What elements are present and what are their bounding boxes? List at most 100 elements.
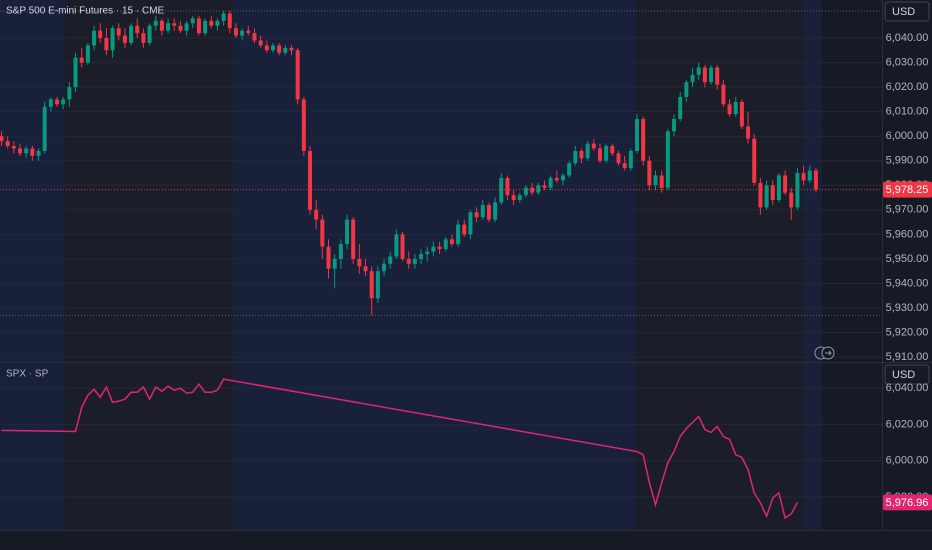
candle-body xyxy=(184,23,189,31)
candle-body xyxy=(122,35,127,43)
candle-body xyxy=(382,263,387,272)
candle-body xyxy=(678,96,683,120)
candle-body xyxy=(129,25,134,43)
candle-body xyxy=(499,177,504,203)
candle-body xyxy=(480,204,485,218)
candle-body xyxy=(505,177,510,196)
candle-body xyxy=(406,258,411,264)
y-tick-label: 5,930.00 xyxy=(886,302,929,314)
candle-body xyxy=(542,185,547,188)
candle-body xyxy=(369,271,374,299)
y-tick-label: 5,960.00 xyxy=(886,228,929,240)
candle-body xyxy=(628,150,633,169)
candle-body xyxy=(665,131,670,188)
pane-title: SPX · SP xyxy=(6,369,49,380)
candle-body xyxy=(567,163,572,176)
candle-body xyxy=(215,20,220,26)
y-tick-label: 6,000.00 xyxy=(886,130,929,142)
candle-body xyxy=(641,119,646,161)
candle-body xyxy=(530,187,535,193)
candle-body xyxy=(813,170,818,190)
candle-body xyxy=(79,57,84,63)
currency-label[interactable]: USD xyxy=(892,369,915,381)
candle-body xyxy=(104,38,109,51)
candle-body xyxy=(270,45,275,51)
candle-body xyxy=(764,185,769,208)
candle-body xyxy=(702,67,707,83)
y-tick-label: 5,990.00 xyxy=(886,155,929,167)
candle-body xyxy=(739,101,744,127)
candle-body xyxy=(443,239,448,250)
candle-body xyxy=(5,141,10,147)
chart-title: S&P 500 E-mini Futures · 15 · CME xyxy=(6,6,165,17)
y-tick-label: 5,920.00 xyxy=(886,326,929,338)
candle-body xyxy=(301,99,306,151)
candle-body xyxy=(375,271,380,299)
candle-body xyxy=(252,33,257,41)
candle-body xyxy=(659,175,664,188)
candle-body xyxy=(456,224,461,245)
candle-body xyxy=(240,30,245,36)
candle-body xyxy=(573,150,578,164)
candle-body xyxy=(116,28,121,36)
candle-body xyxy=(246,30,251,34)
y-tick-label: 5,970.00 xyxy=(886,204,929,216)
candle-body xyxy=(616,153,621,164)
candle-body xyxy=(746,126,751,139)
candle-body xyxy=(419,254,424,259)
candle-body xyxy=(345,219,350,245)
y-tick-label: 6,040.00 xyxy=(886,32,929,44)
candle-body xyxy=(579,150,584,159)
currency-button[interactable] xyxy=(884,364,930,385)
candle-body xyxy=(511,195,516,201)
candle-body xyxy=(758,182,763,208)
candle-body xyxy=(517,195,522,201)
candle-body xyxy=(536,185,541,193)
icon[interactable] xyxy=(825,350,832,356)
price-badge xyxy=(883,181,932,198)
candle-body xyxy=(752,138,757,183)
candle-body xyxy=(474,212,479,218)
candle-body xyxy=(196,18,201,34)
candle-body xyxy=(221,13,226,21)
y-tick-label: 6,020.00 xyxy=(886,418,929,430)
candle-body xyxy=(486,204,491,220)
candle-body xyxy=(647,160,652,186)
sessions xyxy=(0,0,822,530)
candle-body xyxy=(696,67,701,75)
candle-body xyxy=(493,202,498,220)
candle-body xyxy=(135,25,140,34)
currency-button[interactable] xyxy=(884,1,930,22)
candle-body xyxy=(227,13,232,29)
candle-body xyxy=(776,175,781,201)
candle-body xyxy=(11,146,16,149)
candle-body xyxy=(462,224,467,235)
candle-body xyxy=(264,45,269,51)
candle-body xyxy=(357,258,362,267)
candle-body xyxy=(801,173,806,181)
candle-body xyxy=(789,192,794,208)
candle-body xyxy=(0,136,4,142)
candle-body xyxy=(295,50,300,100)
candle-body xyxy=(338,244,343,259)
candle-body xyxy=(425,251,430,255)
candle-body xyxy=(672,119,677,132)
session-bg xyxy=(803,0,822,530)
candle-body xyxy=(55,99,60,105)
candle-body xyxy=(314,209,319,220)
candle-body xyxy=(73,57,78,88)
candle-body xyxy=(85,45,90,63)
candle-body xyxy=(283,47,288,53)
candle-body xyxy=(67,87,72,100)
grid xyxy=(0,37,882,498)
candle-body xyxy=(783,175,788,193)
candle-body xyxy=(48,99,53,107)
candle-body xyxy=(610,146,615,154)
candle-body xyxy=(42,106,47,151)
candle-body xyxy=(190,18,195,24)
candle-body xyxy=(560,175,565,181)
replay-icons[interactable] xyxy=(814,346,835,360)
currency-label[interactable]: USD xyxy=(892,6,915,18)
candle-body xyxy=(727,104,732,115)
candle-body xyxy=(591,143,596,149)
